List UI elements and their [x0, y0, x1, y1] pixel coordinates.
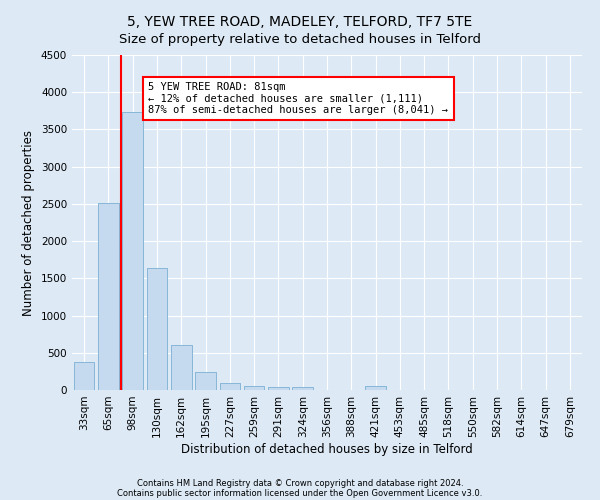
Bar — [122, 112, 143, 390]
Bar — [220, 382, 240, 390]
X-axis label: Distribution of detached houses by size in Telford: Distribution of detached houses by size … — [181, 442, 473, 456]
Bar — [146, 268, 167, 390]
Text: 5 YEW TREE ROAD: 81sqm
← 12% of detached houses are smaller (1,111)
87% of semi-: 5 YEW TREE ROAD: 81sqm ← 12% of detached… — [149, 82, 449, 115]
Bar — [74, 362, 94, 390]
Text: Contains public sector information licensed under the Open Government Licence v3: Contains public sector information licen… — [118, 488, 482, 498]
Bar — [195, 372, 216, 390]
Text: Size of property relative to detached houses in Telford: Size of property relative to detached ho… — [119, 32, 481, 46]
Bar — [98, 203, 119, 390]
Bar — [268, 386, 289, 390]
Bar — [171, 346, 191, 390]
Y-axis label: Number of detached properties: Number of detached properties — [22, 130, 35, 316]
Text: 5, YEW TREE ROAD, MADELEY, TELFORD, TF7 5TE: 5, YEW TREE ROAD, MADELEY, TELFORD, TF7 … — [127, 15, 473, 29]
Bar — [292, 386, 313, 390]
Bar — [365, 386, 386, 390]
Bar — [244, 386, 265, 390]
Text: Contains HM Land Registry data © Crown copyright and database right 2024.: Contains HM Land Registry data © Crown c… — [137, 478, 463, 488]
